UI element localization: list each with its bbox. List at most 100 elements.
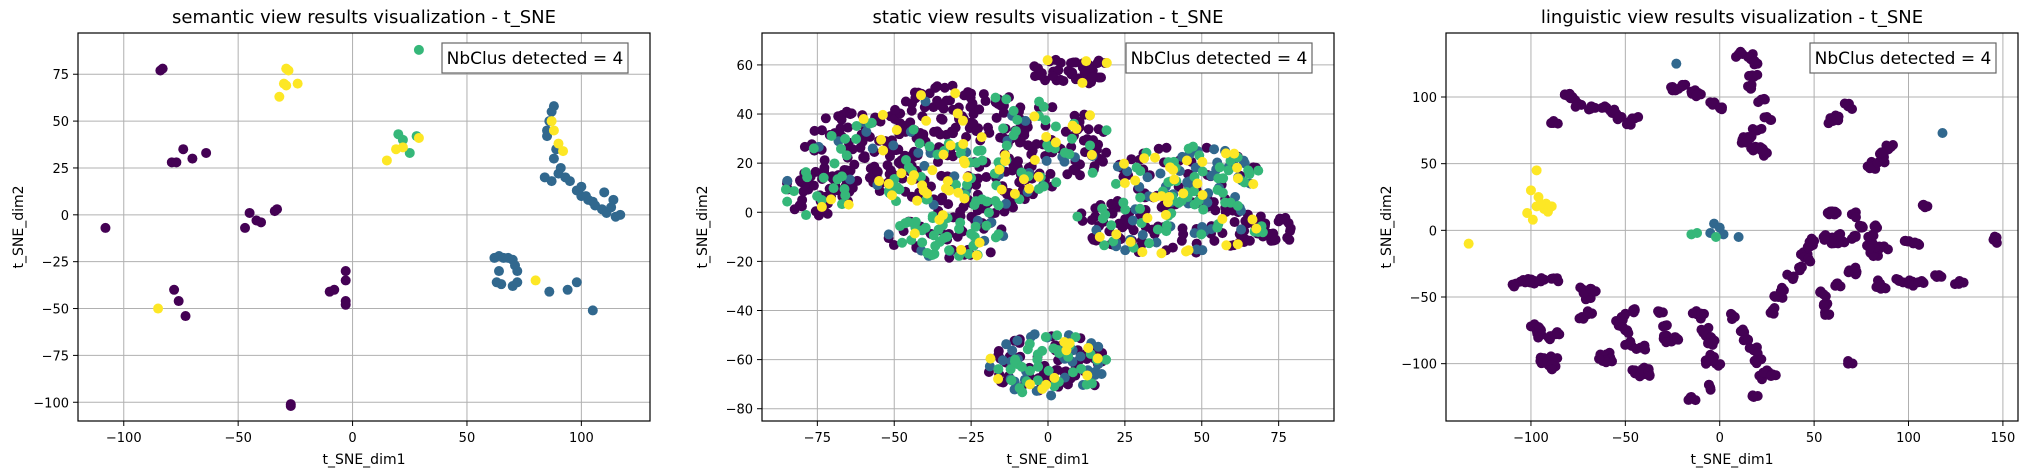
data-point [933, 156, 944, 167]
data-point [1229, 148, 1240, 159]
data-point [1209, 144, 1220, 155]
data-point [157, 63, 168, 74]
data-point [948, 128, 959, 139]
data-point [864, 172, 875, 183]
data-point [965, 228, 976, 239]
data-point [1083, 124, 1094, 135]
data-point [922, 188, 933, 199]
data-point [1661, 320, 1672, 331]
data-point [888, 240, 899, 251]
data-point [555, 162, 566, 173]
data-point [963, 249, 974, 260]
data-point [1815, 287, 1826, 298]
tick-labels: −75 −50 −25 0 25 50 75 −80 −60 −40 −20 0 20 40 60 [726, 59, 1287, 446]
data-point [1625, 115, 1636, 126]
data-point [1007, 345, 1018, 356]
data-point [1850, 230, 1861, 241]
data-point [1144, 238, 1155, 249]
data-point [1700, 355, 1711, 366]
data-point [1161, 226, 1172, 237]
data-point [1046, 390, 1057, 401]
data-point [996, 184, 1007, 195]
data-point [888, 140, 899, 151]
x-tick-label: −50 [224, 431, 251, 446]
grid-lines [78, 33, 650, 421]
data-point [1009, 188, 1020, 199]
data-point [1155, 168, 1166, 179]
data-point [1075, 170, 1086, 181]
data-point [1070, 332, 1081, 343]
data-point [1052, 345, 1063, 356]
data-point [1749, 56, 1760, 67]
data-point [1733, 232, 1744, 242]
data-point [1068, 57, 1079, 68]
data-point [1197, 166, 1208, 177]
data-point [1285, 223, 1296, 234]
data-point [1135, 192, 1146, 203]
data-point [1752, 69, 1763, 80]
data-point [1068, 164, 1079, 175]
data-point [1220, 148, 1231, 159]
data-point [1220, 197, 1231, 208]
data-point [833, 111, 844, 122]
data-point [1882, 244, 1893, 255]
data-point [281, 80, 292, 91]
data-point [1012, 114, 1023, 125]
data-point [587, 196, 598, 207]
y-tick-label: −25 [42, 256, 69, 271]
data-point [1120, 204, 1131, 215]
data-point [818, 172, 829, 183]
data-point [896, 168, 907, 179]
data-point [1016, 361, 1027, 372]
tick-labels: −100 −50 0 50 100 −100 −75 −50 −25 0 25 50 75 [33, 68, 593, 446]
data-point [1585, 103, 1596, 114]
data-point [1747, 390, 1758, 401]
data-point [1232, 173, 1243, 184]
data-point [1552, 327, 1563, 338]
data-point [829, 158, 840, 169]
data-point [1850, 262, 1861, 273]
data-point [1045, 168, 1056, 179]
data-point [826, 130, 837, 141]
data-point [1178, 188, 1189, 199]
data-point [1794, 265, 1805, 276]
x-tick-label: −100 [1513, 431, 1549, 446]
data-point [1041, 379, 1052, 390]
data-point [1832, 278, 1843, 289]
data-point [1067, 367, 1078, 378]
data-point [1217, 214, 1228, 225]
data-point [256, 217, 267, 228]
data-point [1703, 338, 1714, 349]
data-point [1744, 342, 1755, 353]
data-point [1850, 212, 1861, 223]
data-point [1751, 358, 1762, 369]
data-point [952, 108, 963, 119]
data-point [832, 174, 843, 185]
data-point [1051, 177, 1062, 188]
data-point [1854, 220, 1865, 231]
data-point [1076, 363, 1087, 374]
data-point [990, 195, 1001, 206]
data-point [1072, 211, 1083, 222]
data-points [1463, 46, 2002, 406]
data-point [1765, 371, 1776, 382]
data-point [800, 167, 811, 178]
data-point [1049, 381, 1060, 392]
data-point [878, 145, 889, 156]
data-point [1991, 232, 2002, 243]
data-point [548, 153, 559, 164]
data-point [1564, 88, 1575, 99]
data-point [1232, 239, 1243, 250]
data-point [799, 141, 810, 152]
data-point [180, 311, 191, 322]
data-point [1127, 215, 1138, 226]
data-point [1029, 111, 1040, 122]
data-point [1619, 310, 1630, 321]
data-point [836, 143, 847, 154]
data-point [984, 127, 995, 138]
y-tick-label: 0 [745, 206, 753, 221]
data-point [1106, 220, 1117, 231]
data-point [1874, 280, 1885, 291]
data-point [945, 140, 956, 151]
data-point [1173, 197, 1184, 208]
